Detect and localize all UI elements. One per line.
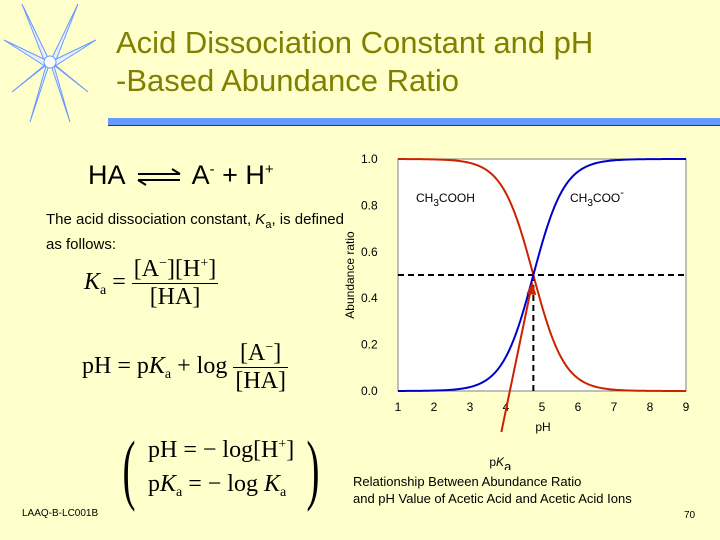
f2-num-a: [A [240, 340, 266, 366]
x-tick-label: 9 [683, 400, 690, 414]
x-tick-label: 8 [647, 400, 654, 414]
desc-k: K [255, 211, 266, 228]
left-paren: ( [122, 425, 136, 512]
f2-plus-log: + log [177, 353, 228, 380]
equilibrium-arrow-icon [137, 168, 181, 186]
f2-lhs: pH [82, 353, 112, 380]
series-line-acid [397, 158, 686, 392]
f1-fraction: [A−][H+] [HA] [131, 256, 219, 311]
y-tick-label: 0.6 [361, 245, 378, 259]
series-label-acid: CH3COOH [416, 191, 475, 209]
f1-numerator: [A−][H+] [132, 256, 218, 283]
y-tick-label: 0.4 [361, 291, 378, 305]
f1-num-sup1: − [159, 256, 168, 271]
ph-definition: pH = − log[H+] [148, 428, 294, 467]
f2-fraction: [A−] [HA] [233, 340, 288, 395]
f2-eq: = p [117, 353, 149, 380]
x-tick-label: 3 [467, 400, 474, 414]
f2-sub: a [164, 367, 172, 383]
f3-ph-sup: + [278, 437, 287, 452]
f3-ph-rhs: = − log[H [183, 437, 279, 463]
slide-title: Acid Dissociation Constant and pH -Based… [116, 24, 593, 100]
x-tick-label: 5 [539, 400, 546, 414]
ph-pka-definitions: ( pH = − log[H+] pKa = − log Ka ) [116, 428, 326, 510]
f3-pka-rhs: = − log [188, 471, 258, 497]
pka-label: pKa [489, 455, 512, 470]
eq-a-charge: - [209, 161, 215, 178]
footer-code: LAAQ-B-LC001B [22, 508, 99, 519]
f3-pka-p: p [147, 471, 160, 497]
y-tick-label: 1.0 [361, 152, 378, 166]
star-logo-icon [3, 3, 97, 123]
title-line-1: Acid Dissociation Constant and pH [116, 25, 594, 60]
f3-stack: pH = − log[H+] pKa = − log Ka [148, 428, 294, 510]
desc-sub: a [265, 219, 272, 231]
f1-num-end: ] [208, 256, 217, 282]
eq-h: H [245, 160, 265, 190]
eq-plus: + [222, 160, 238, 190]
x-tick-label: 7 [611, 400, 618, 414]
x-tick-label: 6 [575, 400, 582, 414]
f1-k: K [84, 269, 101, 296]
f3-ph-lhs: pH [147, 437, 178, 463]
pka-arrowhead-icon [526, 282, 537, 295]
f3-ph-end: ] [286, 437, 295, 463]
series-line-base [397, 158, 686, 392]
pka-pointer-line [500, 286, 533, 433]
title-divider [108, 118, 720, 126]
f1-num-mid: ][H [167, 256, 201, 282]
f2-denominator: [HA] [233, 367, 288, 394]
page-number: 70 [684, 510, 696, 521]
eq-h-charge: + [264, 161, 274, 178]
caption-line-2: and pH Value of Acetic Acid and Acetic A… [353, 491, 632, 506]
x-axis-label: pH [535, 420, 550, 434]
right-paren: ) [306, 425, 320, 512]
f1-num-a: [A [133, 256, 160, 282]
series-label-base: CH3COO- [570, 187, 624, 209]
caption-line-1: Relationship Between Abundance Ratio [353, 474, 582, 489]
eq-ha: HA [88, 160, 125, 190]
y-axis-label: Abundance ratio [343, 231, 357, 319]
eq-a: A [191, 160, 210, 190]
f2-num-sup: − [265, 340, 274, 355]
chart-caption: Relationship Between Abundance Ratio and… [353, 473, 713, 507]
x-tick-label: 1 [395, 400, 402, 414]
f3-pka-rhs-sub: a [279, 485, 287, 500]
desc-prefix: The acid dissociation constant, [46, 211, 256, 228]
henderson-formula: pH = pKa + log [A−] [HA] [82, 340, 288, 395]
y-tick-label: 0.2 [361, 338, 378, 352]
f1-num-sup2: + [200, 256, 209, 271]
abundance-chart: 0.00.20.40.60.81.0123456789Abundance rat… [343, 152, 690, 470]
f2-num-end: ] [273, 340, 282, 366]
f2-k: K [148, 353, 165, 380]
dissociation-equation: HA A- + H+ [88, 160, 274, 191]
ka-description: The acid dissociation constant, Ka, is d… [46, 210, 346, 254]
f2-numerator: [A−] [233, 340, 288, 367]
y-tick-label: 0.0 [361, 384, 378, 398]
f1-denominator: [HA] [131, 283, 219, 311]
pka-definition: pKa = − log Ka [148, 467, 294, 510]
f3-pka-k: K [159, 471, 176, 497]
f1-sub: a [100, 283, 107, 299]
desc-suffix: , is defined as follows: [46, 211, 344, 253]
y-tick-label: 0.8 [361, 198, 378, 212]
f1-eq: = [112, 269, 126, 296]
f3-pka-rhs-k: K [263, 471, 280, 497]
f3-pka-sub: a [176, 485, 183, 500]
title-line-2: -Based Abundance Ratio [116, 63, 459, 98]
ka-definition-formula: Ka = [A−][H+] [HA] [84, 256, 219, 311]
x-tick-label: 2 [431, 400, 438, 414]
